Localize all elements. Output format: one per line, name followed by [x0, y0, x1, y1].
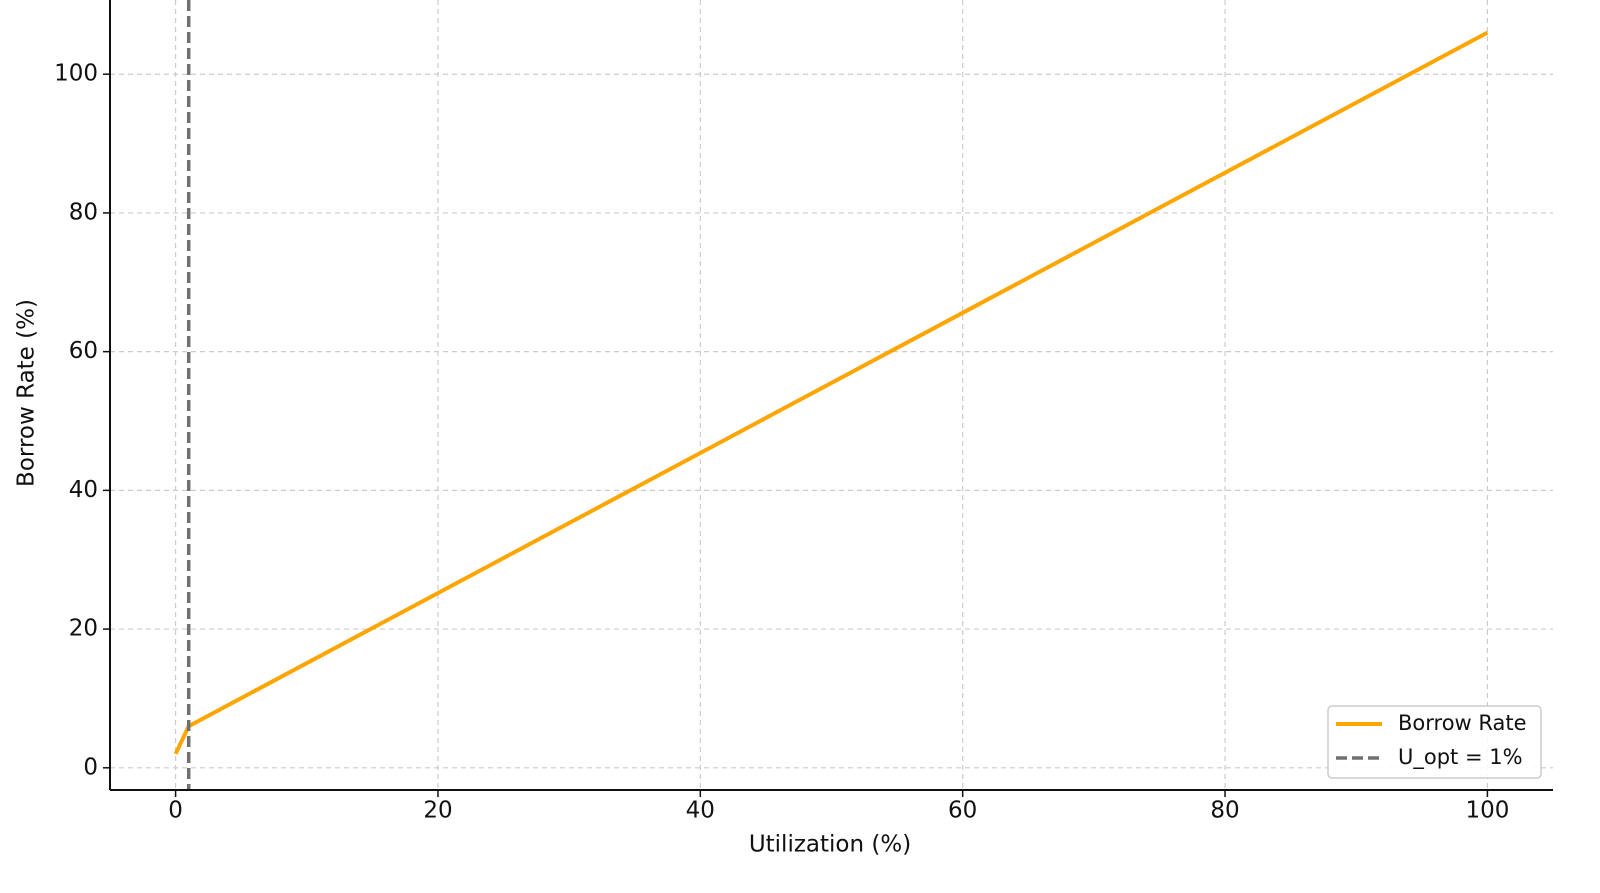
- y-tick-label: 40: [69, 477, 98, 503]
- y-axis-label: Borrow Rate (%): [14, 299, 40, 487]
- x-tick-label: 60: [948, 798, 977, 824]
- y-tick-label: 80: [69, 199, 98, 225]
- y-tick-label: 60: [69, 338, 98, 364]
- x-tick-label: 0: [168, 798, 183, 824]
- legend-label: Borrow Rate: [1398, 711, 1527, 735]
- data-line: [173, 30, 1489, 755]
- x-tick-label: 80: [1210, 798, 1239, 824]
- x-tick-label: 20: [423, 798, 452, 824]
- x-tick-label: 40: [686, 798, 715, 824]
- y-tick-label: 20: [69, 616, 98, 642]
- y-tick-label: 100: [54, 61, 98, 87]
- legend-label: U_opt = 1%: [1398, 745, 1523, 770]
- y-tick-label: 0: [83, 754, 98, 780]
- x-axis-label: Utilization (%): [749, 832, 911, 858]
- x-tick-label: 100: [1465, 798, 1509, 824]
